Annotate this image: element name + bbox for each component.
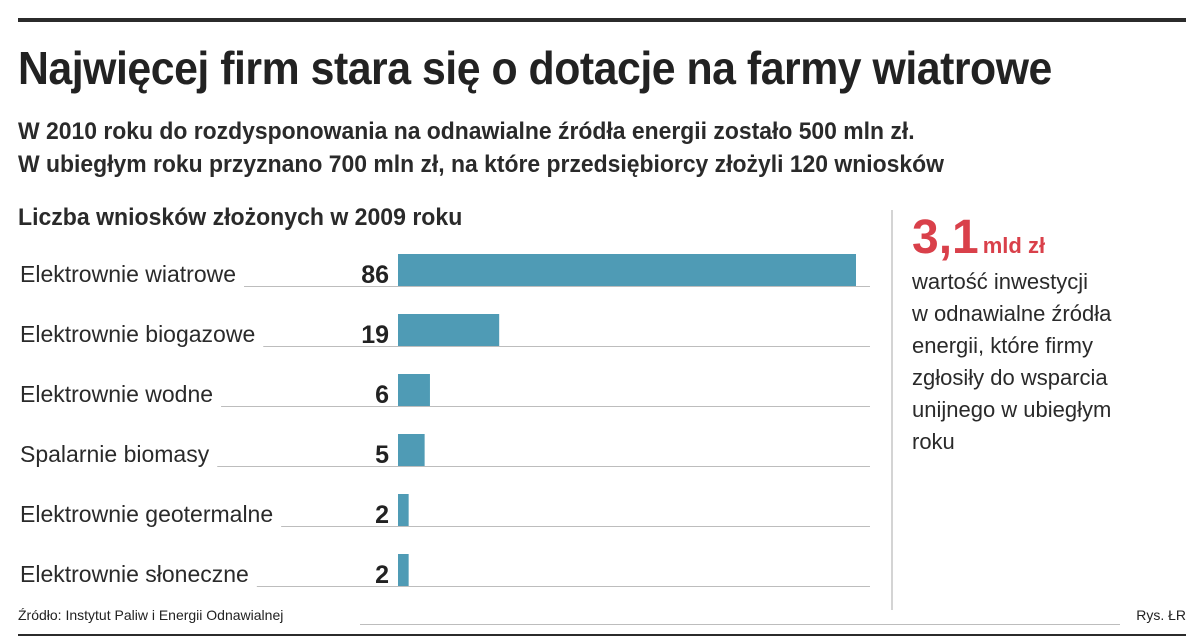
side-fact-headline: 3,1 mld zł bbox=[912, 212, 1192, 264]
page-title: Najwięcej firm stara się o dotacje na fa… bbox=[18, 42, 1052, 94]
category-label: Elektrownie słoneczne bbox=[20, 561, 249, 587]
chart-title: Liczba wniosków złożonych w 2009 roku bbox=[18, 204, 463, 231]
value-label: 2 bbox=[375, 501, 389, 529]
source-note: Źródło: Instytut Paliw i Energii Odnawia… bbox=[18, 607, 284, 623]
side-fact-text: wartość inwestycji w odnawialne źródła e… bbox=[912, 269, 1112, 454]
value-label: 86 bbox=[361, 261, 389, 289]
bar bbox=[398, 374, 430, 406]
value-label: 6 bbox=[375, 381, 389, 409]
bar bbox=[398, 494, 409, 526]
side-fact-unit: mld zł bbox=[982, 233, 1046, 258]
side-fact-panel: 3,1 mld zł wartość inwestycji w odnawialn… bbox=[912, 212, 1192, 458]
value-label: 2 bbox=[375, 561, 389, 589]
column-divider bbox=[891, 210, 893, 610]
subtitle: W 2010 roku do rozdysponowania na odnawi… bbox=[18, 115, 1164, 181]
category-label: Elektrownie wodne bbox=[20, 381, 213, 407]
bottom-rule bbox=[18, 634, 1186, 636]
subtitle-line-1: W 2010 roku do rozdysponowania na odnawi… bbox=[18, 118, 915, 145]
category-label: Elektrownie geotermalne bbox=[20, 501, 273, 527]
value-label: 19 bbox=[361, 321, 389, 349]
bar bbox=[398, 314, 500, 346]
bar bbox=[398, 254, 856, 286]
value-label: 5 bbox=[375, 441, 389, 469]
category-label: Elektrownie wiatrowe bbox=[20, 261, 236, 287]
footer-rule bbox=[360, 624, 1120, 625]
bar-chart: Elektrownie wiatrowe 86 Elektrownie biogaz… bbox=[20, 254, 870, 589]
bar bbox=[398, 434, 425, 466]
bar bbox=[398, 554, 409, 586]
category-label: Elektrownie biogazowe bbox=[20, 321, 255, 347]
top-rule bbox=[18, 18, 1186, 22]
credit-note: Rys. ŁR bbox=[1136, 607, 1186, 623]
subtitle-line-2: W ubiegłym roku przyznano 700 mln zł, na… bbox=[18, 151, 944, 178]
category-label: Spalarnie biomasy bbox=[20, 441, 210, 467]
side-fact-number: 3,1 bbox=[912, 211, 979, 264]
